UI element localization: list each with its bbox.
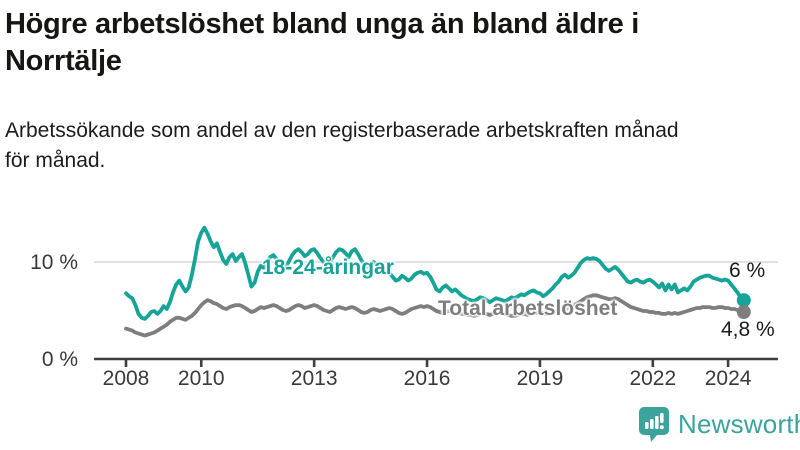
x-tick-label: 2013 xyxy=(290,367,338,390)
page-title: Högre arbetslöshet bland unga än bland ä… xyxy=(5,8,639,78)
young-series-line xyxy=(124,225,746,321)
newsworthy-logo[interactable]: Newsworthy xyxy=(638,405,800,443)
total-series-line xyxy=(124,293,746,338)
x-tick-label: 2008 xyxy=(102,367,150,390)
x-axis-ticks xyxy=(124,359,730,367)
total-series-label: Total arbetslöshet xyxy=(438,297,618,320)
x-tick-label: 2019 xyxy=(516,367,564,390)
x-tick-label: 2022 xyxy=(629,367,677,390)
young-end-dot xyxy=(736,293,751,308)
x-tick-label: 2016 xyxy=(403,367,451,390)
young-series-label: 18-24-åringar xyxy=(262,256,394,279)
young-end-value-label: 6 % xyxy=(729,259,766,282)
x-tick-label: 2024 xyxy=(704,367,752,390)
newsworthy-logo-text: Newsworthy xyxy=(678,408,800,439)
x-tick-label: 2010 xyxy=(177,367,225,390)
newsworthy-logo-icon xyxy=(639,407,669,442)
total-end-dot xyxy=(736,305,751,319)
total-end-value-label: 4,8 % xyxy=(721,318,775,341)
y-tick-label-10: 10 % xyxy=(30,251,78,274)
y-tick-label-0: 0 % xyxy=(41,348,78,371)
page-subtitle: Arbetssökande som andel av den registerb… xyxy=(5,119,679,173)
